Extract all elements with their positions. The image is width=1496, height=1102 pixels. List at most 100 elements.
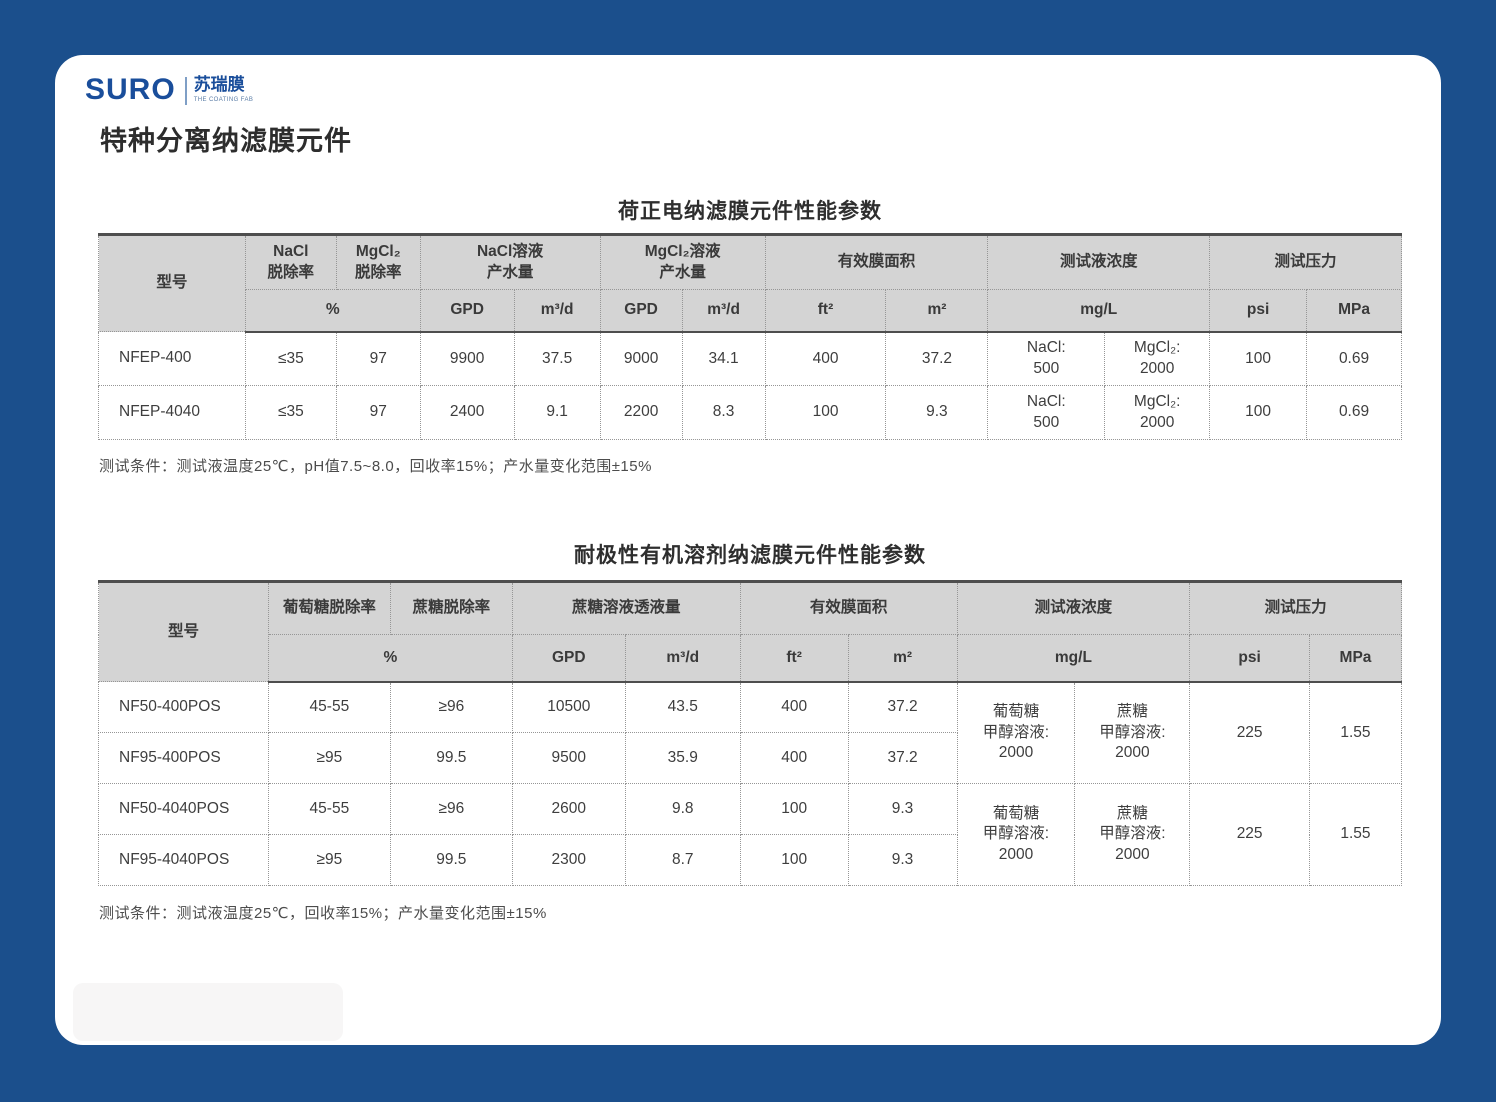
t1-unit-mpa: MPa bbox=[1306, 289, 1402, 333]
t2-cell-ft2: 400 bbox=[739, 681, 849, 733]
t2-unit-mgl: mg/L bbox=[956, 634, 1191, 683]
t2-cell-m2: 37.2 bbox=[847, 681, 958, 733]
t1-cell-psi: 100 bbox=[1209, 385, 1308, 440]
t2-cell-sucrose: ≥96 bbox=[389, 681, 513, 733]
table-row: NFEP-4040 ≤35 97 2400 9.1 2200 8.3 100 9… bbox=[98, 385, 1402, 440]
t2-unit-psi: psi bbox=[1189, 634, 1310, 683]
t2-header-pressure: 测试压力 bbox=[1189, 581, 1402, 635]
t1-header-area: 有效膜面积 bbox=[764, 234, 989, 290]
t2-cell-gpd: 10500 bbox=[511, 681, 626, 733]
table2-test-conditions: 测试条件：测试液温度25℃，回收率15%；产水量变化范围±15% bbox=[99, 905, 547, 922]
t1-cell-mpa: 0.69 bbox=[1306, 331, 1402, 386]
watermark bbox=[73, 983, 343, 1041]
t2-cell-psi: 225 bbox=[1189, 783, 1310, 886]
t2-cell-m3d: 35.9 bbox=[624, 732, 741, 784]
logo-tagline: THE COATING FAB bbox=[193, 96, 254, 103]
t1-cell-conc-nacl: NaCl: 500 bbox=[987, 385, 1106, 440]
t2-cell-conc-sucrose: 蔗糖 甲醇溶液: 2000 bbox=[1074, 681, 1191, 784]
table-row: NFEP-400 ≤35 97 9900 37.5 9000 34.1 400 … bbox=[98, 331, 1402, 386]
t2-cell-gpd: 2300 bbox=[511, 834, 626, 886]
t2-unit-percent: % bbox=[267, 634, 513, 683]
table-row: NF50-4040POS 45-55 ≥96 2600 9.8 100 9.3 … bbox=[98, 783, 1403, 886]
table-row: NF95-4040POS ≥95 99.5 2300 8.7 100 9.3 bbox=[98, 834, 1402, 886]
logo-brand-cn: 苏瑞膜 bbox=[193, 75, 245, 94]
t2-cell-conc-sucrose: 蔗糖 甲醇溶液: 2000 bbox=[1074, 783, 1191, 886]
t1-unit-m3d-mgcl2: m³/d bbox=[681, 289, 766, 333]
t2-header-flux: 蔗糖溶液透液量 bbox=[511, 581, 741, 635]
t1-header-mgcl2-rejection: MgCl₂ 脱除率 bbox=[335, 234, 421, 290]
t1-cell-nacl-rejection: ≤35 bbox=[244, 385, 337, 440]
t1-header-concentration: 测试液浓度 bbox=[987, 234, 1211, 290]
logo: SURO 苏瑞膜 THE COATING FAB bbox=[85, 75, 253, 105]
t1-cell-mgcl2-m3d: 34.1 bbox=[681, 331, 766, 386]
t1-cell-model: NFEP-400 bbox=[98, 331, 246, 386]
logo-brand: SURO bbox=[85, 73, 176, 106]
t2-header-glucose-rejection: 葡萄糖脱除率 bbox=[267, 581, 391, 635]
t1-unit-psi: psi bbox=[1209, 289, 1308, 333]
t2-unit-mpa: MPa bbox=[1308, 634, 1403, 683]
t2-cell-gpd: 9500 bbox=[511, 732, 626, 784]
t1-unit-gpd-mgcl2: GPD bbox=[599, 289, 683, 333]
t2-cell-m3d: 43.5 bbox=[624, 681, 741, 733]
t2-cell-gpd: 2600 bbox=[511, 783, 626, 835]
t2-cell-mpa: 1.55 bbox=[1308, 681, 1403, 784]
t1-unit-m2: m² bbox=[885, 289, 989, 333]
t1-unit-ft2: ft² bbox=[764, 289, 887, 333]
t1-unit-m3d-nacl: m³/d bbox=[513, 289, 601, 333]
t2-cell-model: NF95-400POS bbox=[98, 732, 269, 784]
t1-cell-ft2: 100 bbox=[764, 385, 887, 440]
t1-cell-nacl-m3d: 37.5 bbox=[513, 331, 601, 386]
t1-cell-nacl-rejection: ≤35 bbox=[244, 331, 337, 386]
t1-cell-mgcl2-rejection: 97 bbox=[335, 331, 421, 386]
t2-cell-m2: 9.3 bbox=[847, 834, 958, 886]
t1-cell-m2: 9.3 bbox=[885, 385, 989, 440]
t2-cell-sucrose: 99.5 bbox=[389, 834, 513, 886]
t1-cell-m2: 37.2 bbox=[885, 331, 989, 386]
table1-title: 荷正电纳滤膜元件性能参数 bbox=[618, 200, 882, 223]
table-row: NF95-400POS ≥95 99.5 9500 35.9 400 37.2 bbox=[98, 732, 1402, 784]
t2-cell-glucose: 45-55 bbox=[267, 783, 391, 835]
t1-cell-mgcl2-gpd: 2200 bbox=[599, 385, 683, 440]
t2-cell-m3d: 8.7 bbox=[624, 834, 741, 886]
t2-cell-glucose: 45-55 bbox=[267, 681, 391, 733]
logo-divider bbox=[184, 77, 187, 105]
t2-cell-model: NF50-400POS bbox=[98, 681, 269, 733]
t2-cell-glucose: ≥95 bbox=[267, 732, 391, 784]
table-row: NF50-400POS 45-55 ≥96 10500 43.5 400 37.… bbox=[98, 681, 1403, 784]
t2-cell-sucrose: ≥96 bbox=[389, 783, 513, 835]
t1-cell-nacl-gpd: 2400 bbox=[419, 385, 515, 440]
t1-cell-mgcl2-gpd: 9000 bbox=[599, 331, 683, 386]
t2-unit-ft2: ft² bbox=[739, 634, 849, 683]
t1-cell-conc-nacl: NaCl: 500 bbox=[987, 331, 1106, 386]
t1-header-model: 型号 bbox=[98, 234, 246, 332]
page-title: 特种分离纳滤膜元件 bbox=[100, 126, 352, 156]
t2-unit-gpd: GPD bbox=[511, 634, 626, 683]
t1-unit-mgl: mg/L bbox=[987, 289, 1211, 333]
t2-unit-m3d: m³/d bbox=[624, 634, 741, 683]
t2-cell-m3d: 9.8 bbox=[624, 783, 741, 835]
t2-header-sucrose-rejection: 蔗糖脱除率 bbox=[389, 581, 513, 635]
t2-cell-conc-glucose: 葡萄糖 甲醇溶液: 2000 bbox=[956, 783, 1076, 886]
t1-cell-ft2: 400 bbox=[764, 331, 887, 386]
t1-cell-mgcl2-m3d: 8.3 bbox=[681, 385, 766, 440]
t2-cell-ft2: 100 bbox=[739, 783, 849, 835]
t2-cell-conc-glucose: 葡萄糖 甲醇溶液: 2000 bbox=[956, 681, 1076, 784]
t1-cell-nacl-gpd: 9900 bbox=[419, 331, 515, 386]
t2-cell-ft2: 400 bbox=[739, 732, 849, 784]
t2-cell-glucose: ≥95 bbox=[267, 834, 391, 886]
table1-positively-charged-nf: 型号 NaCl 脱除率 MgCl₂ 脱除率 NaCl溶液 产水量 MgCl₂溶液… bbox=[98, 233, 1402, 440]
t1-unit-percent: % bbox=[244, 289, 421, 333]
t1-unit-gpd-nacl: GPD bbox=[419, 289, 515, 333]
t2-unit-m2: m² bbox=[847, 634, 958, 683]
t2-cell-sucrose: 99.5 bbox=[389, 732, 513, 784]
t1-cell-psi: 100 bbox=[1209, 331, 1308, 386]
t1-cell-conc-mgcl2: MgCl₂: 2000 bbox=[1104, 331, 1211, 386]
t1-cell-model: NFEP-4040 bbox=[98, 385, 246, 440]
t2-cell-psi: 225 bbox=[1189, 681, 1310, 784]
t1-header-nacl-rejection: NaCl 脱除率 bbox=[244, 234, 337, 290]
t2-cell-ft2: 100 bbox=[739, 834, 849, 886]
t2-cell-m2: 37.2 bbox=[847, 732, 958, 784]
t1-header-nacl-flow: NaCl溶液 产水量 bbox=[419, 234, 601, 290]
t1-cell-mgcl2-rejection: 97 bbox=[335, 385, 421, 440]
t2-cell-model: NF95-4040POS bbox=[98, 834, 269, 886]
